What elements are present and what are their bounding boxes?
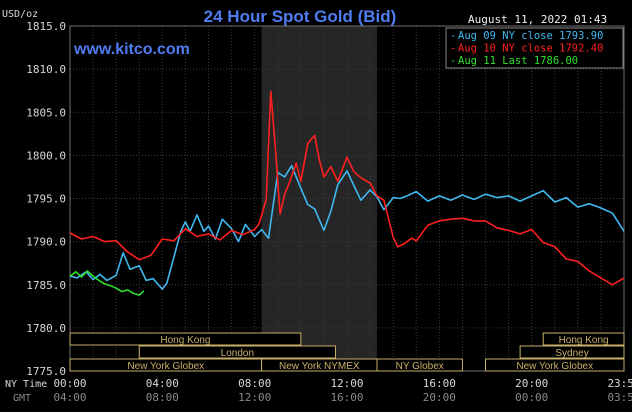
x-tick-gmt-label: 20:00 bbox=[423, 391, 456, 404]
kitco-watermark: www.kitco.com bbox=[73, 41, 190, 58]
session-label: New York Globex bbox=[127, 361, 204, 372]
series-line-2 bbox=[69, 90, 625, 286]
y-tick-label: 1785.0 bbox=[26, 279, 66, 292]
unit-label: USD/oz bbox=[2, 9, 38, 20]
series-line-1 bbox=[69, 164, 625, 290]
x-tick-ny-label: 23:59 bbox=[607, 377, 632, 390]
session-box bbox=[542, 332, 625, 346]
session-label: New York Globex bbox=[516, 361, 593, 372]
y-tick-label: 1790.0 bbox=[26, 236, 66, 249]
series-line-3 bbox=[69, 270, 145, 296]
y-tick-label: 1795.0 bbox=[26, 193, 66, 206]
chart-title: 24 Hour Spot Gold (Bid) bbox=[204, 7, 397, 26]
legend-entry: Aug 10 NY close 1792.40 bbox=[458, 43, 603, 55]
x-tick-ny-label: 16:00 bbox=[423, 377, 456, 390]
session-box bbox=[138, 345, 336, 359]
y-tick-label: 1775.0 bbox=[26, 365, 66, 378]
legend-marker: - bbox=[450, 55, 456, 67]
x-tick-gmt-label: 16:00 bbox=[330, 391, 363, 404]
session-label: NY Globex bbox=[396, 361, 444, 372]
x-tick-ny-label: 08:00 bbox=[238, 377, 271, 390]
session-box bbox=[485, 358, 625, 372]
legend-marker: - bbox=[450, 43, 456, 55]
ny-time-row-label: NY Time bbox=[5, 379, 47, 390]
session-label: Hong Kong bbox=[160, 335, 210, 346]
x-tick-gmt-label: 08:00 bbox=[146, 391, 179, 404]
x-tick-gmt-label: 00:00 bbox=[515, 391, 548, 404]
session-label: Sydney bbox=[555, 348, 588, 359]
y-tick-label: 1810.0 bbox=[26, 63, 66, 76]
timestamp: August 11, 2022 01:43 bbox=[468, 13, 607, 26]
session-box bbox=[69, 332, 302, 346]
session-label: New York NYMEX bbox=[279, 361, 360, 372]
legend-entry: Aug 09 NY close 1793.90 bbox=[458, 30, 603, 42]
legend-marker: - bbox=[450, 30, 456, 42]
session-label: London bbox=[221, 348, 254, 359]
x-tick-ny-label: 12:00 bbox=[330, 377, 363, 390]
x-tick-gmt-label: 12:00 bbox=[238, 391, 271, 404]
gmt-row-label: GMT bbox=[13, 393, 31, 404]
x-tick-gmt-label: 04:00 bbox=[53, 391, 86, 404]
session-box bbox=[376, 358, 463, 372]
x-tick-ny-label: 20:00 bbox=[515, 377, 548, 390]
y-tick-label: 1815.0 bbox=[26, 20, 66, 33]
y-tick-label: 1800.0 bbox=[26, 149, 66, 162]
legend-entry: Aug 11 Last 1786.00 bbox=[458, 55, 578, 67]
x-tick-gmt-label: 03:59 bbox=[607, 391, 632, 404]
session-box bbox=[519, 345, 625, 359]
y-tick-label: 1780.0 bbox=[26, 322, 66, 335]
session-label: Hong Kong bbox=[559, 335, 609, 346]
y-tick-label: 1805.0 bbox=[26, 106, 66, 119]
legend-box bbox=[445, 27, 624, 69]
x-tick-ny-label: 00:00 bbox=[53, 377, 86, 390]
x-tick-ny-label: 04:00 bbox=[146, 377, 179, 390]
